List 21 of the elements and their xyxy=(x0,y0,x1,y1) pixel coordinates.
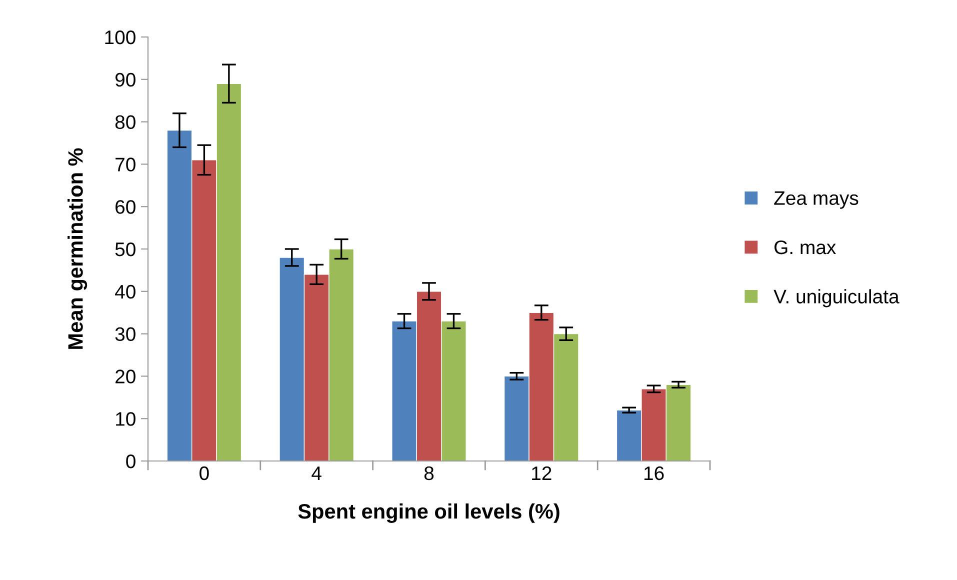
legend-label: V. uniguiculata xyxy=(774,289,900,308)
y-tick-label: 0 xyxy=(126,454,136,468)
legend-label: Zea mays xyxy=(774,191,858,209)
x-tick-label: 12 xyxy=(532,466,552,480)
x-tick-label: 4 xyxy=(312,466,322,480)
x-tick-label: 8 xyxy=(424,466,434,480)
y-tick-label: 10 xyxy=(116,412,136,426)
y-tick-label: 70 xyxy=(116,158,136,172)
y-tick-label: 30 xyxy=(115,327,136,342)
y-axis-title: Mean germination % xyxy=(68,148,88,349)
y-tick-label: 90 xyxy=(115,72,136,87)
legend-label: G. max xyxy=(774,240,836,254)
y-tick-label: 20 xyxy=(116,370,136,384)
y-tick-label: 40 xyxy=(115,284,136,299)
y-tick-label: 80 xyxy=(115,115,136,130)
x-tick-label: 16 xyxy=(644,466,664,480)
y-tick-label: 100 xyxy=(105,30,136,44)
y-tick-label: 60 xyxy=(116,200,136,214)
x-tick-label: 0 xyxy=(200,466,209,480)
y-tick-label: 50 xyxy=(115,242,136,256)
x-axis-title: Spent engine oil levels (%) xyxy=(298,503,560,523)
